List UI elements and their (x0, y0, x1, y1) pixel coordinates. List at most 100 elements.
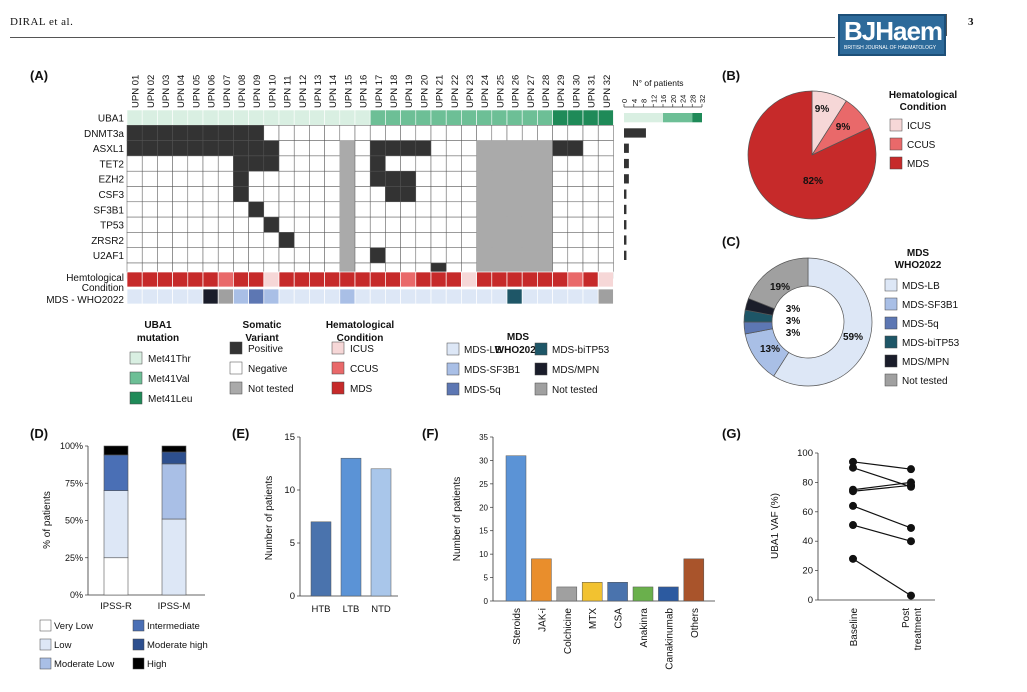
pie-label: 82% (803, 176, 823, 187)
patient-header: UPN 03 (161, 75, 172, 108)
uba1-mutation-cell (278, 109, 295, 126)
journal-logo: BJHaem BRITISH JOURNAL OF HAEMATOLOGY (838, 14, 946, 56)
legend-item: MDS-biTP53 (902, 338, 960, 349)
somatic-variant-cell (400, 155, 417, 172)
f-bar (632, 586, 654, 602)
somatic-variant-cell (552, 125, 569, 141)
g-category-label: treatment (913, 608, 924, 650)
legend-title: MDS (907, 248, 930, 259)
hematological-condition-cell (141, 271, 158, 288)
patient-header: UPN 09 (252, 75, 263, 108)
somatic-variant-cell (476, 216, 493, 233)
who2022-cell (217, 288, 234, 305)
somatic-variant-cell (217, 186, 234, 203)
f-y-tick-label: 15 (479, 527, 488, 536)
legend-item: MDS-SF3B1 (902, 300, 959, 311)
somatic-variant-cell (233, 247, 249, 264)
gene-count-bar (624, 143, 629, 153)
uba1-mutation-cell (217, 109, 234, 126)
patient-header: UPN 25 (495, 75, 506, 108)
d-stack-segment (103, 454, 129, 492)
g-point-baseline (849, 554, 857, 563)
somatic-variant-cell (582, 125, 599, 141)
legend-item: Met41Thr (148, 354, 191, 365)
somatic-variant-cell (506, 140, 523, 157)
f-y-tick-label: 10 (479, 550, 488, 559)
somatic-variant-cell (233, 155, 249, 172)
running-title: DIRAL et al. (10, 16, 74, 28)
somatic-variant-cell (506, 186, 523, 203)
patient-header: UPN 26 (511, 75, 522, 108)
somatic-variant-cell (537, 140, 553, 157)
uba1-mutation-cell (233, 109, 249, 126)
hematological-condition-cell (233, 271, 249, 288)
e-bar (340, 457, 362, 597)
who2022-cell (187, 288, 204, 305)
uba1-mutation-cell (369, 109, 386, 126)
legend-item: Positive (248, 344, 283, 355)
f-bar (531, 558, 552, 602)
legend-item: Low (54, 640, 72, 651)
somatic-variant-cell (400, 170, 417, 187)
panel-c-label: (C) (722, 234, 740, 249)
somatic-variant-cell (385, 201, 401, 218)
somatic-variant-cell (126, 140, 143, 157)
somatic-variant-cell (141, 155, 158, 172)
uba1-mutation-cell (293, 109, 310, 126)
g-y-tick-label: 100 (797, 448, 813, 459)
hematological-condition-cell (157, 271, 173, 288)
somatic-variant-cell (552, 201, 569, 218)
somatic-variant-cell (369, 155, 386, 172)
somatic-variant-cell (157, 247, 173, 264)
bar-axis-tick-label: 28 (688, 95, 697, 103)
g-pair-line (852, 461, 912, 470)
logo-text: BJHaem (844, 16, 943, 46)
somatic-variant-cell (157, 170, 173, 187)
somatic-variant-cell (263, 247, 280, 264)
legend-swatch (39, 619, 52, 632)
who2022-cell (172, 288, 189, 305)
somatic-variant-cell (552, 247, 569, 264)
somatic-variant-cell (430, 140, 447, 157)
patient-header: UPN 28 (541, 75, 552, 108)
gene-label: ASXL1 (93, 144, 125, 155)
patient-header: UPN 20 (419, 75, 430, 108)
somatic-variant-cell (339, 186, 356, 203)
somatic-variant-cell (126, 232, 143, 248)
uba1-mutation-cell (172, 109, 189, 126)
legend-item: Not tested (552, 385, 598, 396)
f-bar (607, 582, 628, 602)
donut-label: 3% (786, 304, 801, 315)
bar-axis-tick-label: 24 (679, 95, 688, 103)
somatic-variant-cell (187, 140, 204, 157)
legend-swatch (132, 657, 145, 670)
somatic-variant-cell (461, 170, 477, 187)
f-category-label: Others (690, 608, 701, 638)
who2022-cell (461, 288, 477, 305)
hematological-condition-cell (552, 271, 569, 288)
somatic-variant-cell (385, 170, 401, 187)
who2022-cell (445, 288, 462, 305)
legend-swatch (446, 382, 460, 396)
somatic-variant-cell (354, 125, 371, 141)
somatic-variant-cell (567, 125, 584, 141)
g-y-tick-label: 0 (808, 595, 813, 606)
gene-count-bar (624, 174, 629, 184)
somatic-variant-cell (400, 247, 417, 264)
g-point-baseline (849, 487, 857, 496)
patient-header: UPN 31 (587, 75, 598, 108)
somatic-variant-cell (415, 186, 432, 203)
somatic-variant-cell (461, 125, 477, 141)
somatic-variant-cell (521, 170, 538, 187)
gene-count-bar (663, 113, 693, 123)
somatic-variant-cell (324, 201, 341, 218)
somatic-variant-cell (187, 155, 204, 172)
patient-header: UPN 18 (389, 75, 400, 108)
somatic-variant-cell (537, 201, 553, 218)
somatic-variant-cell (293, 201, 310, 218)
uba1-mutation-cell (521, 109, 538, 126)
somatic-variant-cell (506, 170, 523, 187)
d-stack-segment (103, 445, 129, 456)
d-stack-segment (103, 557, 129, 596)
somatic-variant-cell (597, 155, 614, 172)
